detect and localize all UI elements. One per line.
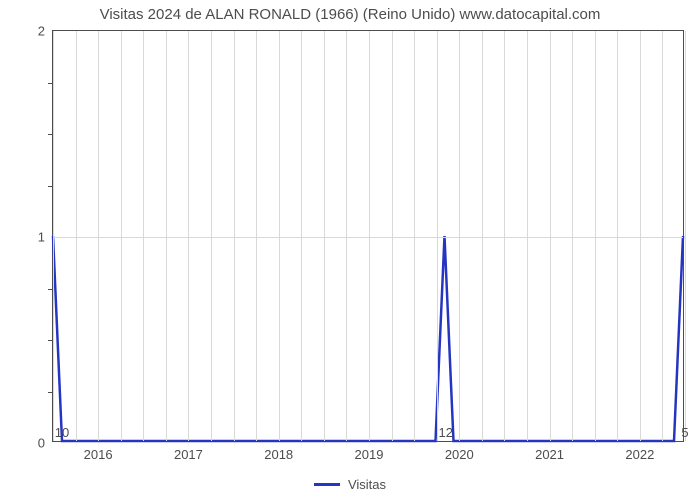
gridline-v — [143, 31, 144, 441]
gridline-v — [662, 31, 663, 441]
y-minor-tick — [48, 134, 53, 135]
x-tick-label: 2021 — [535, 441, 564, 462]
series-line-svg — [53, 31, 683, 441]
data-point-label: 10 — [55, 425, 69, 440]
data-point-label: 5 — [681, 425, 688, 440]
x-tick-label: 2018 — [264, 441, 293, 462]
y-minor-tick — [48, 289, 53, 290]
legend-swatch — [314, 483, 340, 486]
visits-chart: Visitas 2024 de ALAN RONALD (1966) (Rein… — [0, 0, 700, 500]
y-minor-tick — [48, 392, 53, 393]
gridline-v — [211, 31, 212, 441]
y-tick-label: 0 — [38, 436, 53, 451]
gridline-v — [346, 31, 347, 441]
data-point-label: 12 — [439, 425, 453, 440]
gridline-v — [121, 31, 122, 441]
gridline-v — [98, 31, 99, 441]
gridline-v — [504, 31, 505, 441]
gridline-v — [414, 31, 415, 441]
gridline-v — [437, 31, 438, 441]
x-tick-label: 2016 — [84, 441, 113, 462]
gridline-v — [324, 31, 325, 441]
gridline-v — [572, 31, 573, 441]
x-tick-label: 2020 — [445, 441, 474, 462]
gridline-v — [53, 31, 54, 441]
gridline-v — [234, 31, 235, 441]
gridline-h — [53, 237, 683, 238]
gridline-v — [640, 31, 641, 441]
y-minor-tick — [48, 340, 53, 341]
y-minor-tick — [48, 186, 53, 187]
gridline-v — [301, 31, 302, 441]
gridline-v — [256, 31, 257, 441]
gridline-v — [617, 31, 618, 441]
gridline-v — [392, 31, 393, 441]
gridline-v — [527, 31, 528, 441]
legend-label: Visitas — [348, 477, 386, 492]
y-minor-tick — [48, 83, 53, 84]
gridline-v — [76, 31, 77, 441]
gridline-v — [482, 31, 483, 441]
x-tick-label: 2022 — [625, 441, 654, 462]
gridline-v — [459, 31, 460, 441]
gridline-v — [188, 31, 189, 441]
plot-area: 012201620172018201920202021202210125 — [52, 30, 684, 442]
y-tick-label: 2 — [38, 24, 53, 39]
gridline-v — [550, 31, 551, 441]
gridline-v — [166, 31, 167, 441]
chart-title: Visitas 2024 de ALAN RONALD (1966) (Rein… — [0, 6, 700, 23]
gridline-v — [595, 31, 596, 441]
gridline-v — [279, 31, 280, 441]
gridline-v — [369, 31, 370, 441]
legend: Visitas — [0, 477, 700, 492]
gridline-v — [685, 31, 686, 441]
x-tick-label: 2017 — [174, 441, 203, 462]
x-tick-label: 2019 — [355, 441, 384, 462]
series-visitas — [53, 236, 683, 441]
y-tick-label: 1 — [38, 230, 53, 245]
